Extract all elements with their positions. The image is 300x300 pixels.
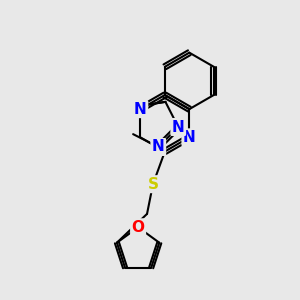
Text: N: N — [152, 140, 165, 154]
Text: N: N — [134, 102, 147, 117]
Text: S: S — [148, 177, 158, 192]
Text: O: O — [132, 220, 145, 235]
Text: N: N — [183, 130, 196, 145]
Text: N: N — [172, 119, 184, 134]
